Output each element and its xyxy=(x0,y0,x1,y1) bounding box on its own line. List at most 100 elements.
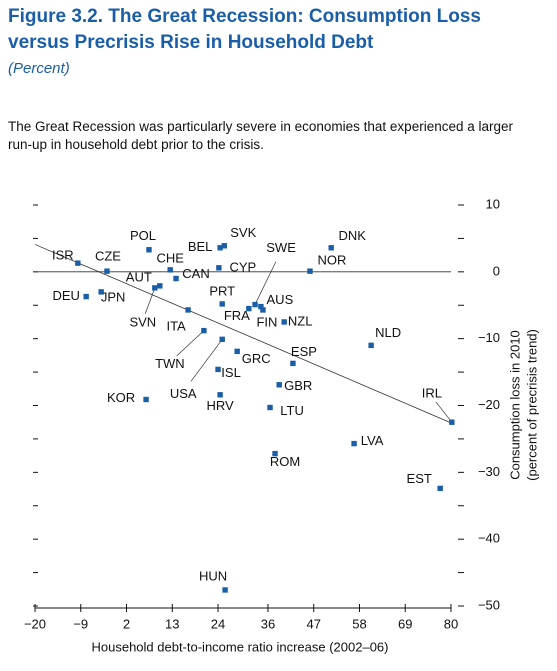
point xyxy=(152,285,158,291)
y-tick-label: −30 xyxy=(478,464,500,479)
point-label: LVA xyxy=(361,433,384,448)
point-label: DNK xyxy=(338,228,366,243)
point xyxy=(146,247,152,253)
point-label: PRT xyxy=(209,283,235,298)
x-tick-label: 13 xyxy=(165,616,179,631)
title-line: versus Precrisis Rise in Household Debt xyxy=(8,32,374,53)
point-label: LTU xyxy=(280,403,304,418)
point-label: SVN xyxy=(129,314,156,329)
leader-line xyxy=(190,339,223,382)
point xyxy=(83,293,89,300)
y-tick-label: 0 xyxy=(493,263,500,278)
x-tick-label: 47 xyxy=(306,616,320,631)
point-label: CYP xyxy=(230,259,257,274)
point-label: ESP xyxy=(291,344,317,359)
description: The Great Recession was particularly sev… xyxy=(8,119,513,152)
point-label: FRA xyxy=(224,308,250,323)
x-tick-label: 58 xyxy=(352,616,366,631)
point-label: AUT xyxy=(126,269,152,284)
point-label: ISL xyxy=(221,365,241,380)
subtitle: (Percent) xyxy=(8,60,70,77)
leader-line xyxy=(144,287,156,314)
y-tick-label: −20 xyxy=(478,397,500,412)
point xyxy=(437,485,443,492)
point-label: AUS xyxy=(267,292,294,307)
point-label: POL xyxy=(130,228,156,243)
point-label: NZL xyxy=(288,313,313,328)
point xyxy=(260,307,266,313)
point-label: CHE xyxy=(156,250,184,265)
point xyxy=(216,265,222,271)
point xyxy=(449,419,455,425)
point xyxy=(185,307,191,313)
y-tick-label: −40 xyxy=(478,531,500,546)
point xyxy=(252,301,258,308)
point xyxy=(201,327,207,334)
point-label: SVK xyxy=(230,225,256,240)
point xyxy=(272,450,278,457)
x-tick-label: −9 xyxy=(73,616,88,631)
point xyxy=(167,267,173,273)
leader-line xyxy=(435,401,453,423)
point xyxy=(290,360,296,367)
point-label: CZE xyxy=(95,249,121,264)
point xyxy=(219,336,225,343)
point xyxy=(276,382,282,388)
point-label: ROM xyxy=(270,454,300,469)
point-label: FIN xyxy=(256,314,277,329)
point xyxy=(258,303,264,310)
x-tick-label: −20 xyxy=(24,616,46,631)
point xyxy=(75,260,81,266)
title-line: Figure 3.2. The Great Recession: Consump… xyxy=(8,6,481,27)
point-label: CAN xyxy=(182,266,209,281)
point-label: GRC xyxy=(242,351,271,366)
point-label: IRL xyxy=(422,386,442,401)
point-label: NOR xyxy=(318,253,347,268)
point xyxy=(98,289,104,295)
x-axis-label: Household debt-to-income ratio increase … xyxy=(91,639,388,654)
point xyxy=(234,348,240,355)
leader-line xyxy=(176,330,205,357)
point xyxy=(222,587,228,593)
point xyxy=(368,342,374,349)
x-tick-label: 80 xyxy=(444,616,458,631)
x-tick-label: 36 xyxy=(261,616,275,631)
point-label: ISR xyxy=(52,248,74,263)
point-label: DEU xyxy=(52,288,79,303)
point xyxy=(143,396,149,403)
y-tick-label: −10 xyxy=(478,330,500,345)
leader-line xyxy=(254,261,277,305)
point-label: BEL xyxy=(188,239,213,254)
point-label: KOR xyxy=(107,390,135,405)
point-label: EST xyxy=(407,471,432,486)
y-tick-label: 10 xyxy=(486,196,500,211)
point-label: JPN xyxy=(101,289,126,304)
y-axis-label: Consumption loss in 2010 xyxy=(507,330,522,480)
point xyxy=(246,305,252,312)
x-tick-label: 69 xyxy=(398,616,412,631)
point xyxy=(215,366,221,373)
y-tick-label: −50 xyxy=(478,597,500,612)
point-label: USA xyxy=(170,386,197,401)
point xyxy=(351,440,357,447)
point-label: SWE xyxy=(266,240,296,255)
point-label: TWN xyxy=(155,356,185,371)
point xyxy=(173,275,179,282)
point-label: NLD xyxy=(375,325,401,340)
trend-line xyxy=(34,244,452,424)
point xyxy=(217,245,223,251)
x-tick-label: 2 xyxy=(123,616,130,631)
point xyxy=(221,243,227,249)
point xyxy=(157,283,163,289)
point xyxy=(104,268,110,274)
point-label: HRV xyxy=(207,398,235,413)
point-label: ITA xyxy=(166,318,186,333)
point-label: HUN xyxy=(199,568,227,583)
point xyxy=(217,392,223,398)
point xyxy=(267,404,273,411)
y-axis-label: (percent of precrisis trend) xyxy=(524,329,539,481)
point xyxy=(307,268,313,274)
point xyxy=(328,245,334,251)
